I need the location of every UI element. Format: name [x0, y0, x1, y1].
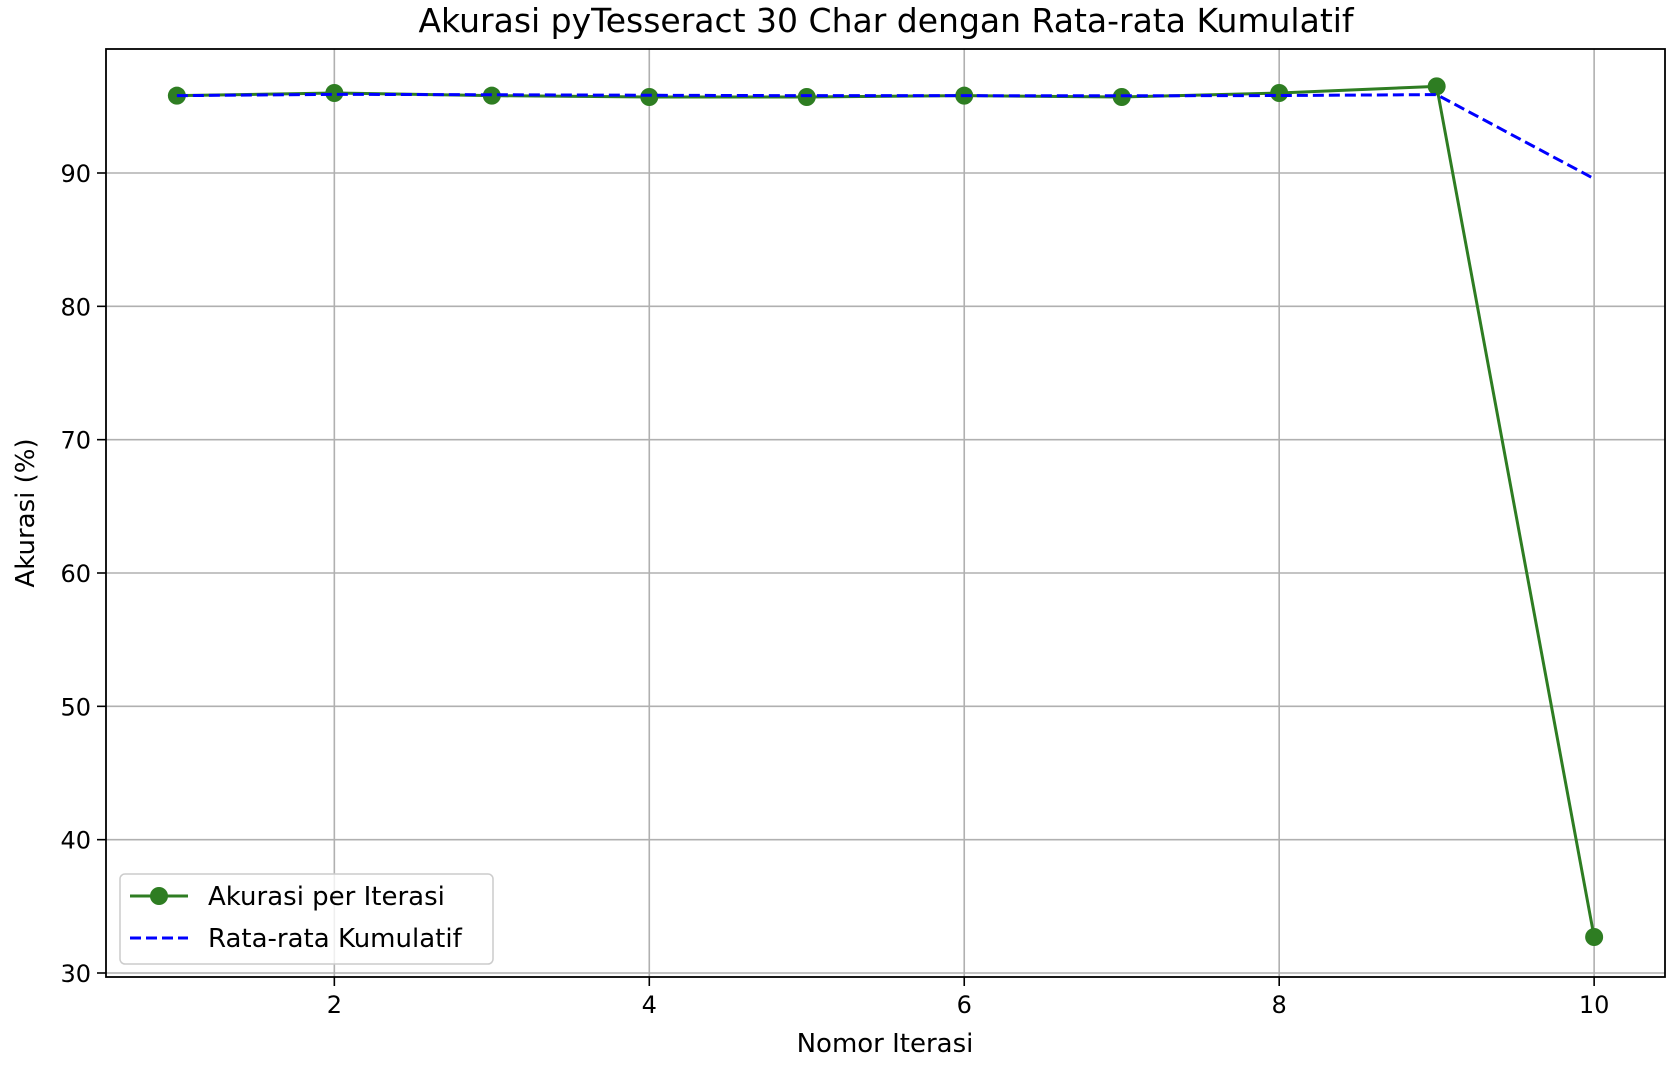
plot-frame [105, 48, 1666, 978]
y-tick-label-50: 50 [60, 693, 91, 721]
legend-label-rata-rata-kumulatif: Rata-rata Kumulatif [208, 924, 463, 954]
y-tick-label-70: 70 [60, 427, 91, 455]
x-tick-label-10: 10 [1579, 991, 1610, 1019]
y-tick-label-30: 30 [60, 960, 91, 988]
x-tick-label-2: 2 [327, 991, 342, 1019]
x-tick-label-4: 4 [642, 991, 657, 1019]
data-point-akurasi-per-iterasi-8 [1270, 84, 1289, 102]
legend-label-akurasi-per-iterasi: Akurasi per Iterasi [208, 882, 445, 912]
legend-marker-akurasi-per-iterasi [150, 887, 168, 905]
series-line-rata-rata-kumulatif [176, 92, 1595, 181]
y-tick-label-80: 80 [60, 293, 91, 321]
x-tick-label-6: 6 [957, 991, 972, 1019]
x-tick-label-8: 8 [1272, 991, 1287, 1019]
y-tick-label-40: 40 [60, 827, 91, 855]
legend: Akurasi per Iterasi Rata-rata Kumulatif [119, 873, 494, 965]
chart-title: Akurasi pyTesseract 30 Char dengan Rata-… [418, 1, 1354, 40]
data-point-akurasi-per-iterasi-10 [1585, 928, 1604, 946]
x-axis-label: Nomor Iterasi [797, 1029, 974, 1059]
series-layer [167, 77, 1604, 946]
y-tick-label-60: 60 [60, 560, 91, 588]
legend-frame [119, 873, 494, 965]
data-point-akurasi-per-iterasi-9 [1427, 77, 1446, 96]
y-tick-label-90: 90 [60, 160, 91, 188]
data-point-akurasi-per-iterasi-2 [325, 84, 344, 102]
tick-layer: 2 4 6 8 10 30 40 50 60 70 80 90 [60, 160, 1609, 1019]
grid-layer [106, 49, 1665, 977]
data-point-akurasi-per-iterasi-4 [640, 88, 659, 106]
y-axis-label: Akurasi (%) [11, 438, 41, 587]
